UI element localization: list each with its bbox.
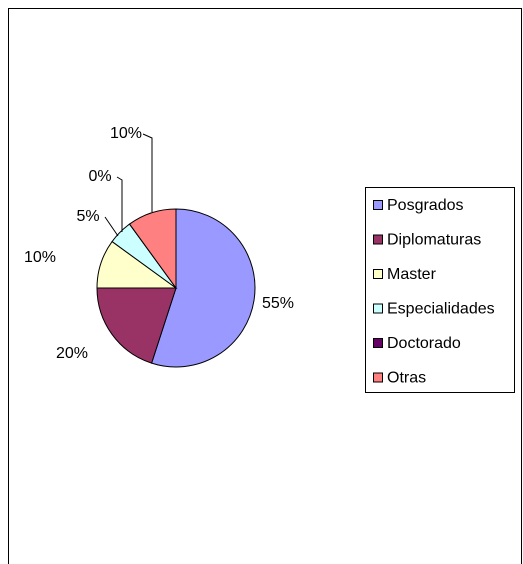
legend-swatch: [373, 269, 383, 279]
legend-label: Diplomaturas: [387, 232, 481, 249]
legend-label: Master: [387, 266, 437, 283]
leader-line: [116, 176, 123, 232]
legend-swatch: [373, 200, 383, 210]
data-label: 20%: [56, 345, 88, 362]
legend-label: Posgrados: [387, 197, 464, 214]
legend-swatch: [373, 303, 383, 314]
legend-label: Otras: [387, 370, 426, 387]
legend-swatch: [373, 338, 383, 348]
data-label: 5%: [76, 208, 99, 225]
legend-swatch: [373, 372, 383, 383]
data-label: 0%: [88, 168, 111, 185]
legend-box: [365, 187, 515, 393]
pie-slice: [128, 208, 177, 290]
leader-line: [142, 133, 153, 212]
data-label: 10%: [24, 249, 56, 266]
data-label: 55%: [262, 295, 294, 312]
data-label: 10%: [110, 125, 142, 142]
legend-label: Especialidades: [387, 301, 495, 318]
legend-label: Doctorado: [387, 335, 461, 352]
pie-slice: [96, 287, 177, 364]
leader-line: [104, 216, 119, 237]
pie-slice: [150, 208, 256, 368]
legend-swatch: [373, 234, 383, 245]
